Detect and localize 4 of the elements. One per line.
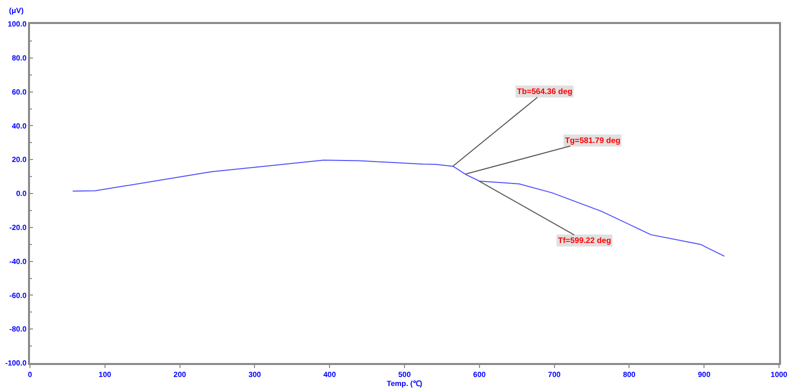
line-series	[72, 160, 725, 257]
annotation: Tg=581.79 deg	[565, 136, 620, 145]
annotation: Tf=599.22 deg	[558, 236, 612, 245]
annotation: Tb=564.36 deg	[517, 87, 572, 96]
